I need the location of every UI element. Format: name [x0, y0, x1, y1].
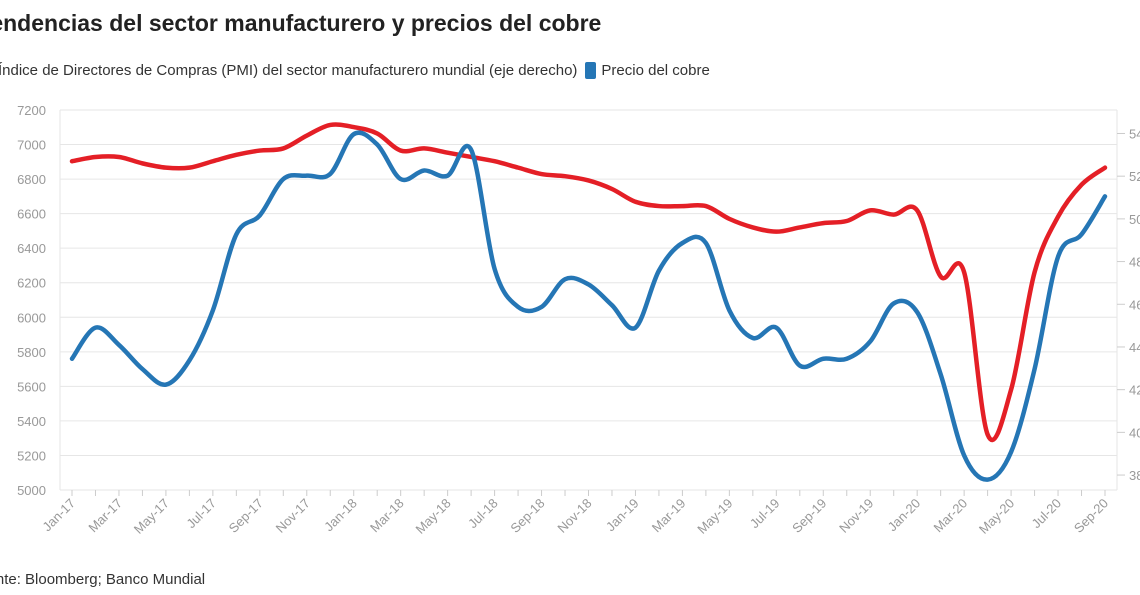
y-left-tick-label: 7000: [17, 138, 46, 153]
chart-source: Fuente: Bloomberg; Banco Mundial: [0, 571, 206, 588]
y-left-tick-label: 6600: [17, 207, 46, 222]
x-tick-label: Sep-19: [789, 496, 829, 536]
legend-label-copper: Precio del cobre: [601, 62, 710, 79]
y-right-tick-label: 54: [1129, 126, 1140, 141]
series-line-copper: [69, 130, 1108, 482]
x-tick-label: Jul-18: [465, 496, 501, 532]
x-tick-label: Sep-17: [226, 496, 266, 536]
x-tick-label: Jan-18: [321, 496, 360, 535]
y-right-tick-label: 44: [1129, 340, 1140, 355]
legend-item-pmi[interactable]: Índice de Directores de Compras (PMI) de…: [0, 62, 577, 79]
x-tick-label: May-19: [694, 496, 735, 537]
legend: Índice de Directores de Compras (PMI) de…: [0, 62, 718, 79]
y-right-tick-label: 42: [1129, 383, 1140, 398]
y-left-tick-label: 5200: [17, 448, 46, 463]
x-tick-label: May-20: [976, 496, 1017, 537]
x-tick-label: Nov-17: [273, 496, 313, 536]
x-tick-label: Mar-18: [367, 496, 407, 536]
legend-swatch-copper: [585, 62, 597, 79]
x-tick-label: Mar-17: [85, 496, 125, 536]
x-tick-label: Jul-20: [1029, 496, 1065, 532]
legend-item-copper[interactable]: Precio del cobre: [585, 62, 710, 79]
y-left-tick-label: 6400: [17, 241, 46, 256]
y-right-tick-label: 38: [1129, 468, 1140, 483]
x-tick-label: Sep-18: [507, 496, 547, 536]
x-tick-label: May-17: [131, 496, 172, 537]
x-tick-label: Nov-18: [554, 496, 594, 536]
y-left-tick-label: 5800: [17, 345, 46, 360]
x-tick-label: Jul-19: [747, 496, 783, 532]
x-tick-label: Nov-19: [836, 496, 876, 536]
y-right-tick-label: 50: [1129, 212, 1140, 227]
series-line-pmi: [69, 122, 1108, 443]
x-tick-label: Jan-19: [603, 496, 642, 535]
x-tick-label: Jan-17: [39, 496, 78, 535]
y-left-tick-label: 6800: [17, 172, 46, 187]
x-tick-label: Jan-20: [885, 496, 924, 535]
x-tick-label: Jul-17: [183, 496, 219, 532]
y-right-tick-label: 40: [1129, 425, 1140, 440]
y-left-tick-label: 7200: [17, 103, 46, 118]
y-right-tick-label: 48: [1129, 255, 1140, 270]
x-tick-label: May-18: [412, 496, 453, 537]
y-left-tick-label: 5600: [17, 379, 46, 394]
x-tick-label: Mar-20: [931, 496, 971, 536]
x-tick-label: Sep-20: [1071, 496, 1111, 536]
legend-label-pmi: Índice de Directores de Compras (PMI) de…: [0, 62, 578, 79]
x-tick-label: Mar-19: [649, 496, 689, 536]
y-right-tick-label: 46: [1129, 297, 1140, 312]
chart-title: Tendencias del sector manufacturero y pr…: [0, 10, 602, 36]
y-left-tick-label: 5400: [17, 414, 46, 429]
y-left-tick-label: 6200: [17, 276, 46, 291]
y-left-tick-label: 6000: [17, 310, 46, 325]
y-right-tick-label: 52: [1129, 169, 1140, 184]
y-left-tick-label: 5000: [17, 483, 46, 498]
